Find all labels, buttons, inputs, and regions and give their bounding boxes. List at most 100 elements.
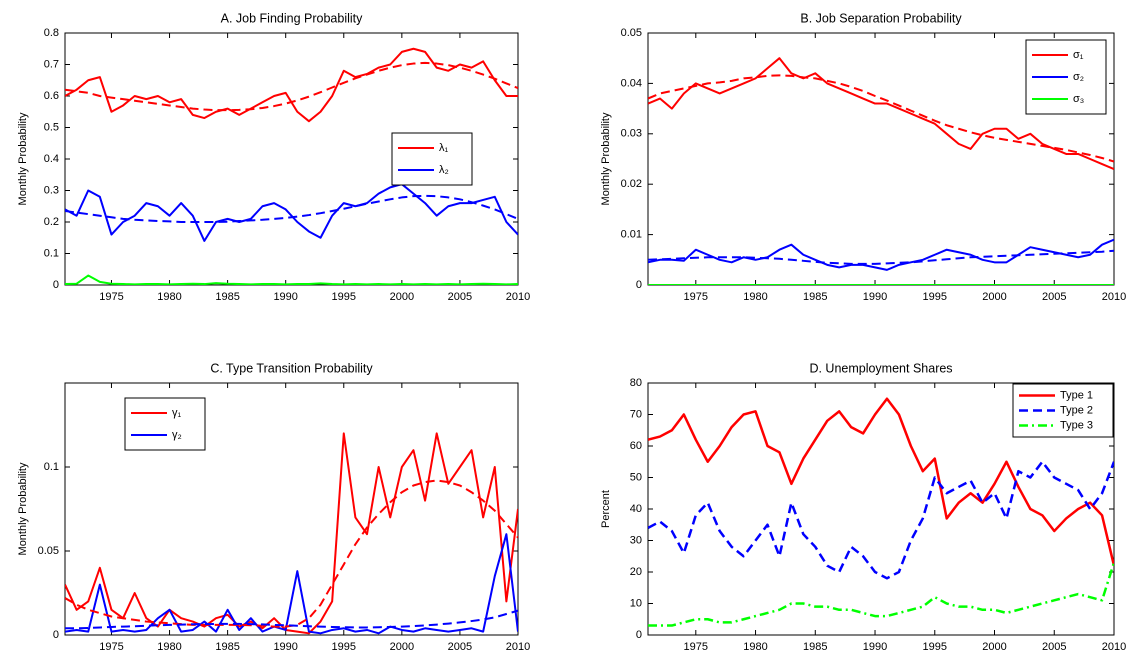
legend-box	[1012, 383, 1114, 438]
panel: B. Job Separation Probability Monthly Pro…	[600, 11, 1126, 303]
panel: C. Type Transition Probability Monthly Pr…	[17, 361, 530, 653]
series-line	[65, 533, 518, 635]
x-tick-label: 2010	[1102, 291, 1126, 303]
panel: D. Unemployment Shares Percent 0 10 20 30 40 50…	[600, 361, 1126, 653]
x-tick-label: 1985	[215, 641, 239, 653]
x-tick-label: 2000	[982, 291, 1006, 303]
plot-area	[648, 57, 1114, 285]
y-tick-label: 0.02	[621, 178, 642, 190]
legend-label: Type 2	[1060, 404, 1093, 416]
y-tick-label: 50	[630, 471, 642, 483]
panel-title: B. Job Separation Probability	[800, 11, 962, 25]
panel-title: A. Job Finding Probability	[221, 11, 363, 25]
y-tick-label: 0.7	[44, 58, 59, 70]
legend-label: γ₂	[172, 429, 182, 441]
x-tick-label: 1975	[99, 291, 123, 303]
x-tick-label: 1980	[157, 641, 181, 653]
x-tick-label: 1995	[332, 291, 356, 303]
legend: γ₁ γ₂	[124, 397, 206, 451]
series-line	[65, 274, 518, 285]
x-tick-label: 1995	[923, 641, 947, 653]
legend-label: σ₂	[1073, 71, 1084, 83]
x-tick-label: 2000	[982, 641, 1006, 653]
y-tick-label: 0.8	[44, 27, 59, 39]
y-tick-label: 0.3	[44, 184, 59, 196]
legend-box	[124, 397, 206, 451]
legend-label: λ₁	[439, 142, 449, 154]
y-tick-label: 0.04	[621, 77, 642, 89]
y-tick-label: 0	[636, 629, 642, 641]
series-line	[648, 74, 1114, 163]
y-tick-label: 0.2	[44, 216, 59, 228]
y-tick-label: 0.05	[38, 545, 59, 557]
y-tick-label: 70	[630, 408, 642, 420]
x-tick-label: 2010	[1102, 641, 1126, 653]
y-tick-label: 0.5	[44, 121, 59, 133]
panel-title: C. Type Transition Probability	[210, 361, 373, 375]
x-tick-label: 1985	[803, 641, 827, 653]
x-tick-label: 1975	[684, 291, 708, 303]
series-line	[65, 432, 518, 635]
y-tick-label: 0.03	[621, 128, 642, 140]
x-tick-label: 1980	[743, 291, 767, 303]
y-tick-label: 0.6	[44, 90, 59, 102]
series-line	[65, 183, 518, 242]
y-tick-label: 40	[630, 503, 642, 515]
legend-label: Type 1	[1060, 389, 1093, 401]
series-line	[65, 194, 518, 223]
x-tick-label: 1980	[743, 641, 767, 653]
plot-area	[648, 397, 1114, 627]
x-tick-label: 2000	[390, 291, 414, 303]
x-tick-label: 1975	[99, 641, 123, 653]
x-tick-label: 2005	[1042, 641, 1066, 653]
y-tick-label: 30	[630, 534, 642, 546]
y-axis-label: Monthly Probability	[17, 462, 29, 555]
y-tick-label: 20	[630, 566, 642, 578]
legend-label: γ₁	[172, 407, 182, 419]
series-line	[648, 249, 1114, 265]
x-tick-label: 1990	[863, 641, 887, 653]
y-tick-label: 10	[630, 597, 642, 609]
x-tick-label: 2010	[506, 291, 530, 303]
y-tick-label: 0.05	[621, 27, 642, 39]
legend: λ₁ λ₂	[391, 132, 473, 186]
y-tick-label: 0.4	[44, 153, 59, 165]
y-axis-label: Monthly Probability	[17, 112, 29, 205]
x-tick-label: 1990	[273, 641, 297, 653]
x-tick-label: 1975	[684, 641, 708, 653]
x-tick-label: 1985	[803, 291, 827, 303]
x-tick-label: 1980	[157, 291, 181, 303]
legend-label: λ₂	[439, 164, 449, 176]
y-tick-label: 0.01	[621, 229, 642, 241]
plot-area	[65, 432, 518, 635]
x-tick-label: 1995	[332, 641, 356, 653]
series-line	[648, 57, 1114, 171]
series-line	[648, 238, 1114, 271]
legend: σ₁ σ₂ σ₃	[1025, 39, 1107, 115]
plot-area	[65, 47, 518, 285]
y-tick-label: 0.1	[44, 247, 59, 259]
x-tick-label: 2005	[1042, 291, 1066, 303]
x-tick-label: 1990	[863, 291, 887, 303]
legend-label: Type 3	[1060, 419, 1093, 431]
y-tick-label: 80	[630, 377, 642, 389]
legend-label: σ₁	[1073, 49, 1084, 61]
x-tick-label: 2010	[506, 641, 530, 653]
x-tick-label: 2005	[448, 641, 472, 653]
y-tick-label: 0.1	[44, 461, 59, 473]
x-tick-label: 2000	[390, 641, 414, 653]
y-axis-label: Monthly Probability	[600, 112, 612, 205]
y-tick-label: 0	[53, 279, 59, 291]
series-line	[648, 460, 1114, 580]
series-line	[65, 609, 518, 630]
y-tick-label: 60	[630, 440, 642, 452]
x-tick-label: 1990	[273, 291, 297, 303]
legend-box	[391, 132, 473, 186]
series-line	[648, 397, 1114, 566]
series-line	[648, 562, 1114, 627]
y-tick-label: 0	[636, 279, 642, 291]
y-axis-label: Percent	[600, 490, 612, 528]
series-line	[65, 61, 518, 112]
x-tick-label: 1985	[215, 291, 239, 303]
